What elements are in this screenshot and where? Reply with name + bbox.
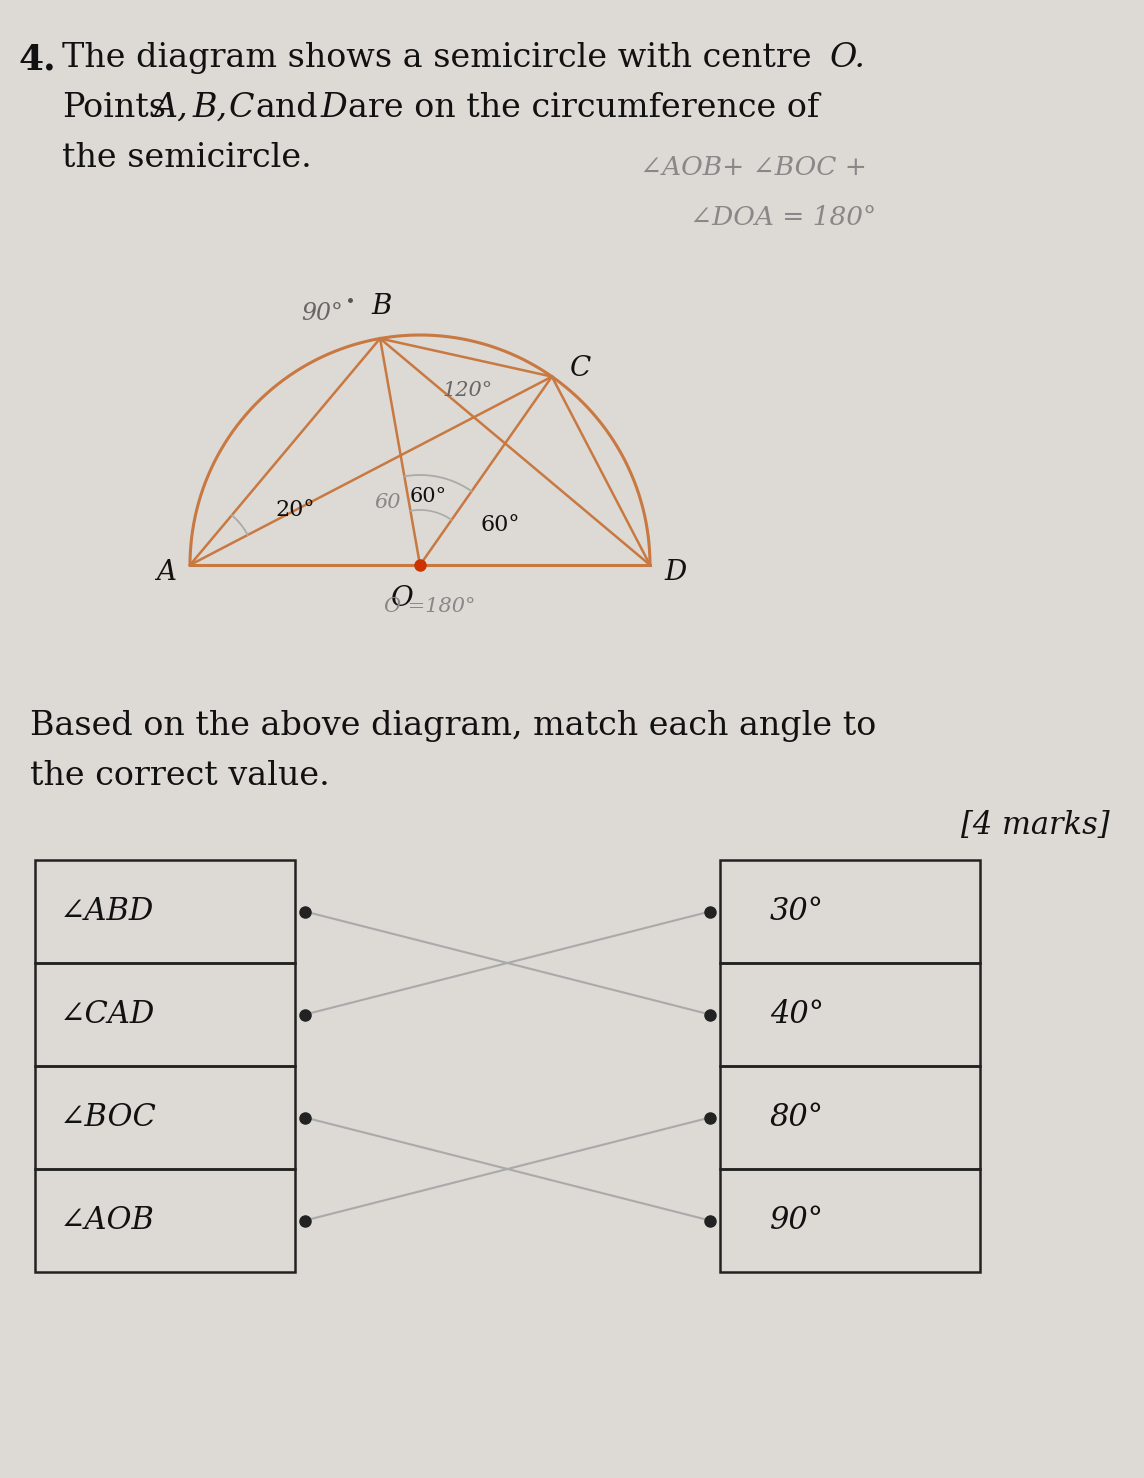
Text: D: D (320, 92, 347, 124)
Text: B: B (372, 294, 392, 321)
Text: 4.: 4. (18, 41, 56, 75)
Bar (35, 964, 295, 1066)
Text: the semicircle.: the semicircle. (62, 142, 312, 174)
Text: ∠AOB: ∠AOB (59, 1205, 154, 1236)
Text: A: A (156, 560, 176, 587)
Text: O: O (390, 585, 413, 612)
Text: ∠CAD: ∠CAD (59, 999, 156, 1030)
Text: ∠ABD: ∠ABD (59, 896, 154, 927)
Text: The diagram shows a semicircle with centre: The diagram shows a semicircle with cent… (62, 41, 811, 74)
Text: 30°: 30° (770, 896, 824, 927)
Bar (720, 1169, 980, 1273)
Text: are on the circumference of: are on the circumference of (348, 92, 819, 124)
Text: O =180°: O =180° (384, 597, 476, 616)
Text: 60°: 60° (410, 488, 446, 507)
Text: [4 marks]: [4 marks] (961, 810, 1110, 841)
Text: Points: Points (62, 92, 166, 124)
Text: the correct value.: the correct value. (30, 760, 329, 792)
Text: Based on the above diagram, match each angle to: Based on the above diagram, match each a… (30, 709, 876, 742)
Text: 60°: 60° (480, 514, 519, 537)
Text: 80°: 80° (770, 1103, 824, 1134)
Bar (720, 964, 980, 1066)
Text: 20°: 20° (276, 500, 315, 522)
Text: C: C (229, 92, 254, 124)
Text: 40°: 40° (770, 999, 824, 1030)
Bar (720, 1066, 980, 1169)
Text: ∠BOC: ∠BOC (59, 1103, 157, 1134)
Text: 90°: 90° (770, 1205, 824, 1236)
Bar (35, 1066, 295, 1169)
Text: 60: 60 (375, 494, 402, 513)
Text: D: D (664, 560, 686, 587)
Text: A,: A, (154, 92, 189, 124)
Text: and: and (255, 92, 318, 124)
Text: ∠AOB+ ∠BOC +: ∠AOB+ ∠BOC + (639, 155, 867, 180)
Text: O.: O. (831, 41, 866, 74)
Text: 120°: 120° (443, 380, 493, 399)
Bar (35, 860, 295, 964)
Bar (35, 1169, 295, 1273)
Text: C: C (570, 355, 591, 383)
Text: 90°: 90° (301, 302, 343, 325)
Text: ∠DOA = 180°: ∠DOA = 180° (690, 205, 876, 231)
Text: B,: B, (192, 92, 228, 124)
Bar (720, 860, 980, 964)
